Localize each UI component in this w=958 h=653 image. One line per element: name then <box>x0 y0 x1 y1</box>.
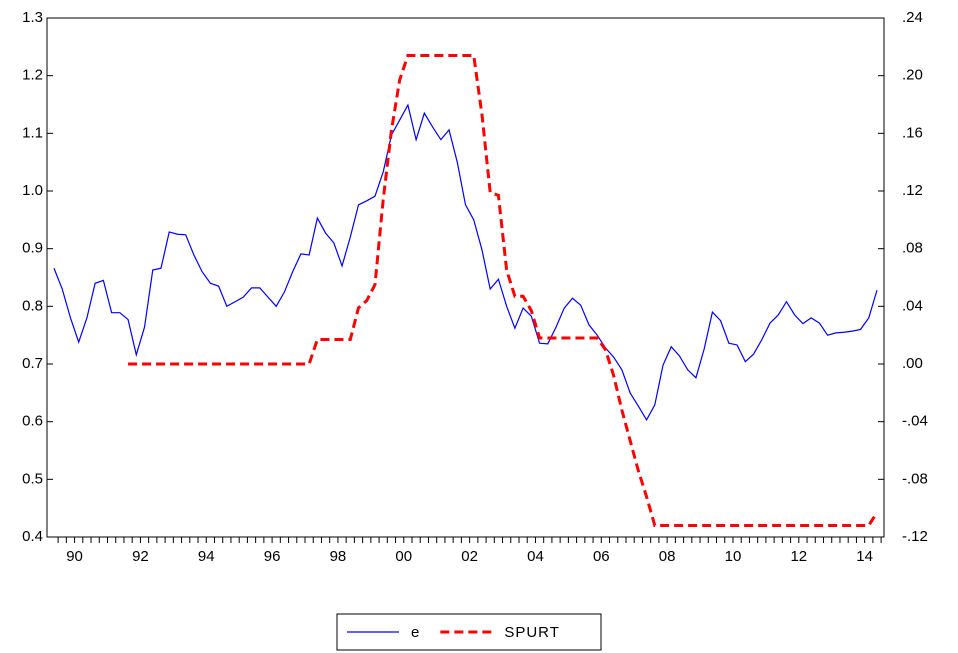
y-tick-label: 0.8 <box>22 297 43 314</box>
x-tick-label: 02 <box>461 548 478 565</box>
y2-tick-label: -.04 <box>902 413 928 430</box>
y2-tick-label: .12 <box>902 182 923 199</box>
y-tick-label: 1.1 <box>22 124 43 141</box>
y-tick-label: 0.5 <box>22 470 43 487</box>
y2-tick-label: .04 <box>902 297 923 314</box>
x-tick-label: 98 <box>330 548 347 565</box>
y2-tick-label: -.12 <box>902 528 928 545</box>
x-tick-label: 90 <box>66 548 83 565</box>
legend-label: e <box>411 624 420 641</box>
y-tick-label: 0.9 <box>22 240 43 257</box>
y-tick-label: 1.2 <box>22 67 43 84</box>
y2-tick-label: .00 <box>902 355 923 372</box>
y2-tick-label: .16 <box>902 124 923 141</box>
x-tick-label: 04 <box>527 548 544 565</box>
y-tick-label: 1.0 <box>22 182 43 199</box>
x-tick-label: 06 <box>593 548 610 565</box>
y-tick-label: 1.3 <box>22 9 43 26</box>
y-tick-label: 0.4 <box>22 528 43 545</box>
legend-label: SPURT <box>504 624 560 641</box>
y-tick-label: 0.7 <box>22 355 43 372</box>
x-tick-label: 96 <box>264 548 281 565</box>
x-tick-label: 10 <box>725 548 742 565</box>
series-line <box>53 103 878 422</box>
x-tick-label: 94 <box>198 548 215 565</box>
x-tick-label: 12 <box>790 548 807 565</box>
x-tick-label: 08 <box>659 548 676 565</box>
y2-tick-label: .08 <box>902 240 923 257</box>
series-line <box>128 53 879 527</box>
x-tick-label: 92 <box>132 548 149 565</box>
y2-tick-label: .24 <box>902 9 923 26</box>
x-tick-label: 00 <box>395 548 412 565</box>
y2-tick-label: .20 <box>902 67 923 84</box>
y-tick-label: 0.6 <box>22 413 43 430</box>
x-tick-label: 14 <box>856 548 873 565</box>
y2-tick-label: -.08 <box>902 470 928 487</box>
plot-frame <box>46 17 885 538</box>
